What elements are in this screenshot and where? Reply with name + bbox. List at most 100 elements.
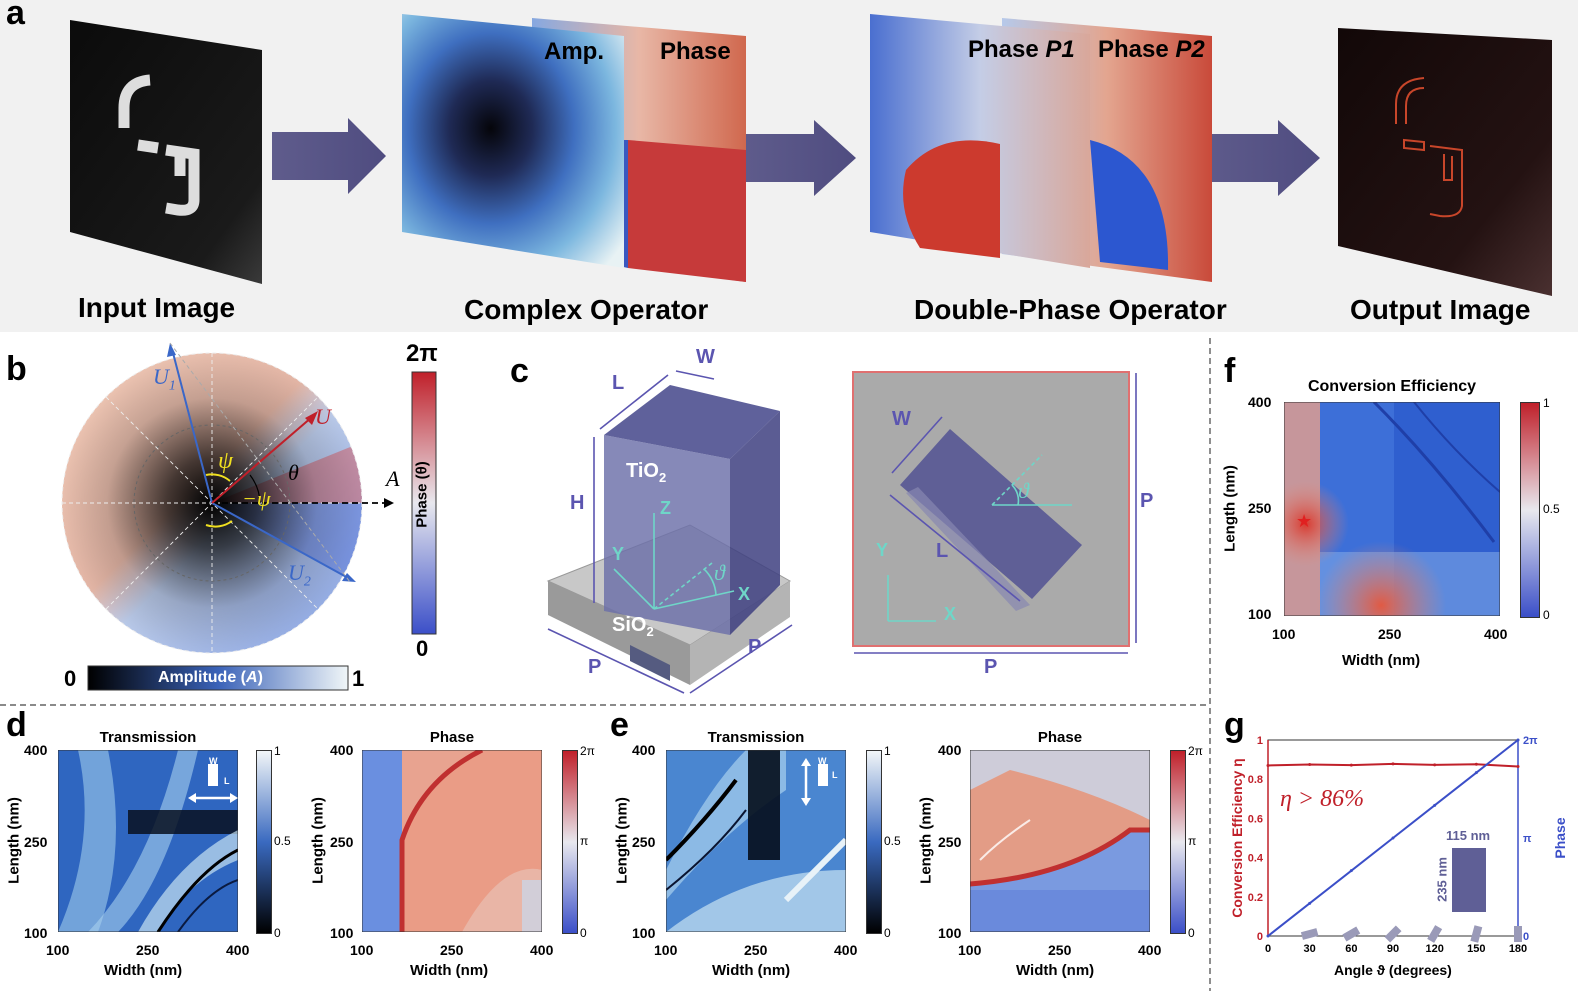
g-ytick-left: 0.4 xyxy=(1248,853,1264,865)
g-annotation: η > 86% xyxy=(1280,786,1365,812)
d-phase-heatmap xyxy=(362,750,542,932)
g-ytick-left: 1 xyxy=(1257,735,1263,747)
e-trans-xtick-100: 100 xyxy=(654,942,678,958)
label-sio2-sub: 2 xyxy=(646,624,654,639)
g-xtick: 0 xyxy=(1265,943,1271,955)
e-trans-ylabel: Length (nm) xyxy=(613,797,631,884)
e-trans-cbar-0: 0 xyxy=(884,926,891,940)
label-c-x: X xyxy=(738,584,751,604)
g-xtick: 150 xyxy=(1467,943,1485,955)
caption-complex-operator: Complex Operator xyxy=(464,294,709,325)
label-neg-psi: −ψ xyxy=(242,486,271,511)
g-ylabel-left: Conversion Efficiency η xyxy=(1229,758,1245,918)
e-phase-ytick-100: 100 xyxy=(938,925,962,941)
phase-bar-label: Phase (θ) xyxy=(413,461,431,528)
e-phase-ytick-250: 250 xyxy=(938,834,962,850)
d-phase-ytick-100: 100 xyxy=(330,925,354,941)
e-trans-ytick-400: 400 xyxy=(632,742,656,758)
panel-c-diagram xyxy=(546,370,1137,694)
label-u2-sub: 2 xyxy=(303,574,311,590)
g-point-phase xyxy=(1433,803,1437,807)
g-point-phase xyxy=(1474,771,1478,775)
caption-input-image: Input Image xyxy=(78,292,236,323)
g-ytick-right: 0 xyxy=(1523,931,1529,943)
g-point-efficiency xyxy=(1266,763,1270,767)
f-cbar-1: 1 xyxy=(1543,396,1550,410)
e-phase-colorbar xyxy=(1170,750,1186,934)
e-phase-xtick-400: 400 xyxy=(1138,942,1162,958)
e-phase-cbar-0: 0 xyxy=(1188,926,1195,940)
d-phase-xtick-250: 250 xyxy=(440,942,464,958)
e-phase-cbar-pi: π xyxy=(1188,834,1197,848)
g-ytick-left: 0.6 xyxy=(1248,813,1263,825)
d-phase-xtick-100: 100 xyxy=(350,942,374,958)
label-c-z: Z xyxy=(660,498,671,518)
input-pattern xyxy=(118,74,200,216)
label-c2-l: L xyxy=(936,540,949,562)
d-phase-colorbar xyxy=(562,750,578,934)
f-marker-star: ★ xyxy=(1296,511,1312,531)
label-c2-theta: ϑ xyxy=(1018,478,1029,503)
amp-bar-max: 1 xyxy=(352,666,365,691)
f-heatmap: ★ xyxy=(1284,402,1500,616)
d-trans-cbar-05: 0.5 xyxy=(274,834,291,848)
f-colorbar xyxy=(1520,402,1540,618)
g-point-efficiency xyxy=(1308,763,1312,766)
g-point-phase xyxy=(1349,869,1353,873)
g-point-efficiency xyxy=(1433,763,1437,767)
label-c-w: W xyxy=(696,346,715,368)
d-phase-title: Phase xyxy=(429,729,475,746)
g-point-phase xyxy=(1308,901,1312,905)
g-xtick: 60 xyxy=(1345,943,1357,955)
e-trans-heatmap xyxy=(666,750,846,932)
e-trans-title: Transmission xyxy=(707,729,805,746)
amp-bar-label-prefix: Amplitude ( xyxy=(158,669,246,686)
label-c-h: H xyxy=(570,492,585,514)
e-phase-xtick-250: 250 xyxy=(1048,942,1072,958)
e-trans-cbar-1: 1 xyxy=(884,744,891,758)
e-trans-xlabel: Width (nm) xyxy=(712,962,791,979)
g-ytick-right: 2π xyxy=(1523,735,1538,747)
g-ytick-left: 0.2 xyxy=(1248,892,1263,904)
f-xlabel: Width (nm) xyxy=(1342,652,1421,669)
label-u2: U2 xyxy=(288,560,311,590)
f-ytick-400: 400 xyxy=(1248,394,1272,410)
arrow-1 xyxy=(272,118,386,194)
label-tio2: TiO2 xyxy=(626,460,666,485)
g-point-phase xyxy=(1391,836,1395,840)
d-trans-ytick-100: 100 xyxy=(24,925,48,941)
label-phase: Phase xyxy=(660,38,731,65)
label-c2-w: W xyxy=(892,408,911,430)
label-tio2-main: TiO xyxy=(626,460,659,482)
label-phase-p2-prefix: Phase xyxy=(1098,36,1176,63)
f-xtick-400: 400 xyxy=(1484,626,1508,642)
d-inset-w: W xyxy=(209,756,218,766)
label-p1: P1 xyxy=(1045,36,1075,63)
label-c-l: L xyxy=(612,372,625,394)
e-trans-colorbar xyxy=(866,750,882,934)
label-c-p-right: P xyxy=(748,636,762,658)
amp-bar-label-suffix: ) xyxy=(257,669,263,686)
g-xtick: 180 xyxy=(1509,943,1527,955)
panel-letter-b: b xyxy=(6,350,27,388)
d-trans-xtick-100: 100 xyxy=(46,942,70,958)
e-trans-xtick-250: 250 xyxy=(744,942,768,958)
label-theta: θ xyxy=(288,460,299,485)
d-phase-ytick-250: 250 xyxy=(330,834,354,850)
g-point-efficiency xyxy=(1391,762,1395,766)
g-inset-l: 235 nm xyxy=(1434,857,1450,902)
g-ytick-right: π xyxy=(1523,833,1532,845)
g-orientation-marker xyxy=(1427,925,1443,943)
e-phase-xlabel: Width (nm) xyxy=(1016,962,1095,979)
e-phase-ylabel: Length (nm) xyxy=(917,797,935,884)
d-phase-cbar-2pi: 2π xyxy=(580,744,595,758)
amp-bar-label-var: A xyxy=(246,669,258,686)
g-orientation-marker xyxy=(1384,925,1402,943)
d-trans-title: Transmission xyxy=(99,729,197,746)
panel-letter-c: c xyxy=(510,352,529,390)
d-phase-cbar-0: 0 xyxy=(580,926,587,940)
label-u2-main: U xyxy=(288,560,304,585)
d-trans-ytick-250: 250 xyxy=(24,834,48,850)
label-c2-p-bottom: P xyxy=(984,656,998,678)
label-u1-main: U xyxy=(153,364,169,389)
